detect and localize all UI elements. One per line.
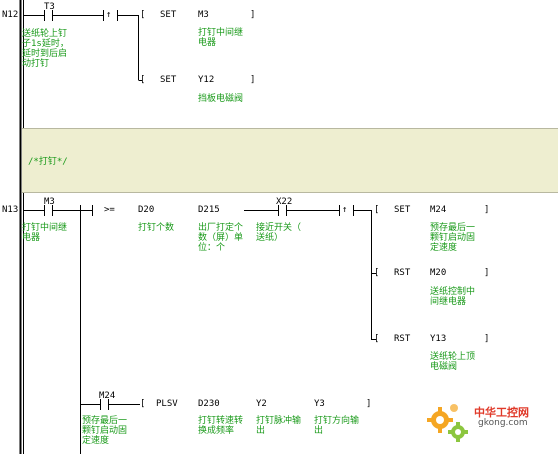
instr-bracket-open: [ <box>374 205 380 215</box>
edge-symbol[interactable]: ↑ <box>106 10 112 20</box>
comment-block[interactable]: /*打钉*/ <box>22 128 558 193</box>
comment-text: /*打钉*/ <box>28 157 68 167</box>
contact-label[interactable]: M3 <box>44 197 55 207</box>
instr-operand[interactable]: Y2 <box>256 399 267 409</box>
instr-op[interactable]: SET <box>160 10 177 20</box>
instr-bracket-close: ] <box>484 205 490 215</box>
contact-label[interactable]: T3 <box>44 2 55 12</box>
instr-op[interactable]: SET <box>394 205 411 215</box>
compare-op2-comment: 出厂打定个 数（屏）单 位：个 <box>198 223 244 253</box>
watermark-text: 中华工控网 <box>474 406 529 419</box>
compare-op1[interactable]: D20 <box>138 205 155 215</box>
instr-operand[interactable]: D230 <box>198 399 220 409</box>
compare-op2[interactable]: D215 <box>198 205 220 215</box>
instr-op[interactable]: RST <box>394 268 411 278</box>
instr-bracket-close: ] <box>250 75 256 85</box>
contact-label[interactable]: M24 <box>99 391 116 401</box>
instr-bracket-open: [ <box>374 268 380 278</box>
contact-comment: 送纸轮上钉 子1s延时， 延时到后启 动打钉 <box>22 29 69 69</box>
instr-comment: 打钉中间继 电器 <box>198 28 244 48</box>
rung-number: N13 <box>2 205 19 215</box>
instr-operand[interactable]: Y3 <box>314 399 325 409</box>
instr-comment: 打钉方向输 出 <box>314 416 360 436</box>
instr-comment: 预存最后一 颗钉启动固 定速度 <box>430 223 476 253</box>
contact-comment: 接近开关（ 送纸） <box>256 223 302 243</box>
instr-op[interactable]: SET <box>160 75 177 85</box>
edge-symbol[interactable]: ↑ <box>342 205 348 215</box>
watermark: 中华工控网 gkong.com <box>420 398 554 450</box>
instr-operand[interactable]: Y12 <box>198 75 215 85</box>
watermark-url: gkong.com <box>478 418 528 428</box>
instr-operand[interactable]: M3 <box>198 10 209 20</box>
contact-comment: 预存最后一 颗钉启动固 定速度 <box>82 416 128 446</box>
instr-bracket-close: ] <box>484 334 490 344</box>
instr-bracket-close: ] <box>366 399 372 409</box>
contact-label[interactable]: X22 <box>276 197 293 207</box>
instr-bracket-open: [ <box>140 75 146 85</box>
gear-icon <box>427 404 468 442</box>
instr-bracket-open: [ <box>140 399 146 409</box>
instr-bracket-open: [ <box>140 10 146 20</box>
instr-bracket-close: ] <box>484 268 490 278</box>
instr-comment: 挡板电磁阀 <box>198 94 244 104</box>
instr-comment: 送纸轮上顶 电磁阀 <box>430 352 476 372</box>
instr-comment: 打钉转速转 换成频率 <box>198 416 244 436</box>
rung-number: N12 <box>2 10 19 20</box>
instr-op[interactable]: RST <box>394 334 411 344</box>
instr-bracket-open: [ <box>374 334 380 344</box>
instr-operand[interactable]: Y13 <box>430 334 447 344</box>
instr-comment: 送纸控制中 间继电器 <box>430 287 476 307</box>
instr-comment: 打钉脉冲输 出 <box>256 416 302 436</box>
compare-op1-comment: 打钉个数 <box>138 223 175 233</box>
instr-op[interactable]: PLSV <box>156 399 178 409</box>
compare-op[interactable]: >= <box>104 205 115 215</box>
instr-operand[interactable]: M24 <box>430 205 447 215</box>
instr-operand[interactable]: M20 <box>430 268 447 278</box>
instr-bracket-close: ] <box>250 10 256 20</box>
contact-comment: 打钉中间继 电器 <box>22 223 68 243</box>
